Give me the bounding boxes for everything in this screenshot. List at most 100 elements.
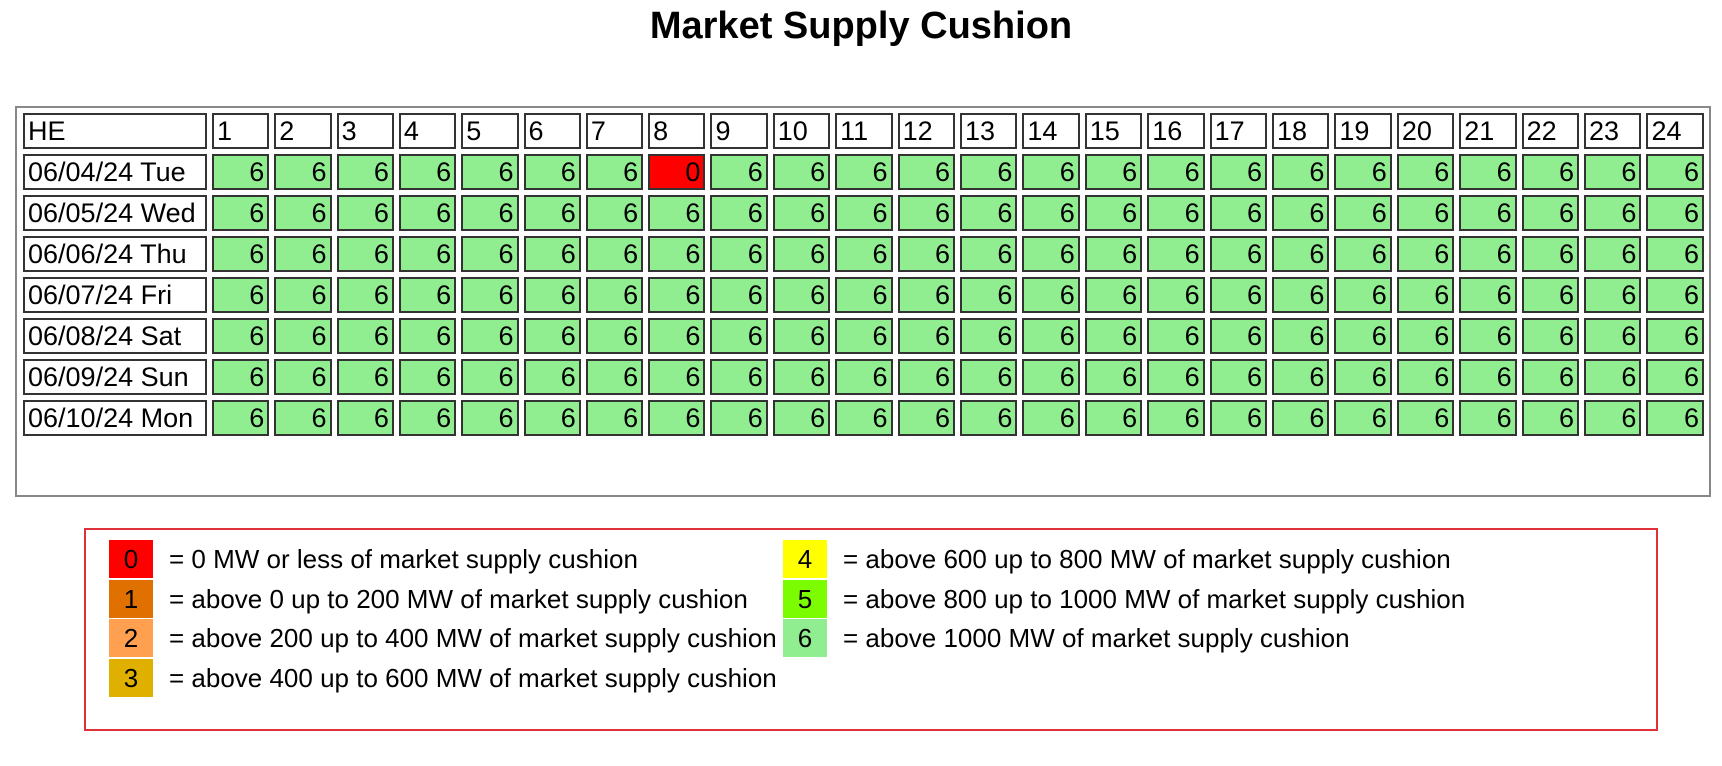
cushion-cell: 6 (274, 400, 332, 436)
table-row: 06/10/24 Mon 6 6 6 6 6 6 6 6 6 6 6 6 6 6 6 6 6 6 6 6 6 6 6 6 (23, 400, 1704, 436)
cushion-cell: 6 (274, 359, 332, 395)
hour-header: 14 (1022, 113, 1080, 149)
legend-text: = above 400 up to 600 MW of market suppl… (169, 662, 777, 693)
legend-swatch: 0 (109, 540, 153, 578)
cushion-grid: HE 1 2 3 4 5 6 7 8 9 10 11 12 13 14 15 16 17 18 19 20 21 22 23… (15, 106, 1711, 497)
cushion-cell: 6 (1459, 359, 1517, 395)
cushion-cell: 6 (1084, 154, 1143, 190)
legend-item: 2 = above 200 up to 400 MW of market supp… (109, 619, 777, 657)
cushion-cell: 6 (1334, 154, 1392, 190)
corner-header: HE (23, 113, 207, 149)
cushion-cell: 6 (523, 359, 581, 395)
cushion-cell: 6 (585, 195, 644, 231)
cushion-cell: 6 (585, 400, 644, 436)
hour-header: 12 (897, 113, 955, 149)
cushion-cell: 6 (398, 359, 457, 395)
cushion-cell: 6 (897, 236, 955, 272)
hour-header: 20 (1396, 113, 1455, 149)
cushion-cell: 6 (1084, 195, 1143, 231)
cushion-cell: 6 (1646, 400, 1704, 436)
cushion-cell: 6 (897, 318, 955, 354)
cushion-cell: 6 (585, 277, 644, 313)
cushion-cell: 6 (398, 195, 457, 231)
cushion-cell: 6 (336, 318, 394, 354)
cushion-cell: 6 (1272, 236, 1330, 272)
legend-item: 6 = above 1000 MW of market supply cushio… (783, 619, 1350, 657)
cushion-cell: 6 (1396, 236, 1455, 272)
table-row: 06/06/24 Thu 6 6 6 6 6 6 6 6 6 6 6 6 6 6 6 6 6 6 6 6 6 6 6 6 (23, 236, 1704, 272)
legend-item: 5 = above 800 up to 1000 MW of market sup… (783, 580, 1465, 618)
cushion-cell: 6 (959, 400, 1018, 436)
hour-header: 10 (772, 113, 831, 149)
table-row: 06/07/24 Fri 6 6 6 6 6 6 6 6 6 6 6 6 6 6 6 6 6 6 6 6 6 6 6 6 (23, 277, 1704, 313)
cushion-cell: 6 (461, 359, 519, 395)
cushion-cell: 6 (274, 277, 332, 313)
cushion-cell: 6 (897, 195, 955, 231)
cushion-cell: 6 (1646, 359, 1704, 395)
cushion-cell: 6 (897, 154, 955, 190)
hour-header: 24 (1646, 113, 1704, 149)
legend-text: = above 200 up to 400 MW of market suppl… (169, 622, 777, 653)
cushion-cell: 6 (523, 236, 581, 272)
cushion-cell: 6 (398, 318, 457, 354)
cushion-cell: 6 (772, 154, 831, 190)
hour-header: 3 (336, 113, 394, 149)
legend-swatch: 5 (783, 580, 827, 618)
legend-swatch: 6 (783, 619, 827, 657)
cushion-cell: 6 (1147, 318, 1205, 354)
cushion-cell: 6 (959, 277, 1018, 313)
cushion-cell: 6 (1459, 277, 1517, 313)
cushion-cell: 6 (772, 318, 831, 354)
cushion-cell: 6 (897, 277, 955, 313)
hour-header: 2 (274, 113, 332, 149)
cushion-cell: 6 (835, 236, 893, 272)
cushion-cell: 6 (336, 236, 394, 272)
hour-header: 15 (1084, 113, 1143, 149)
legend-swatch: 2 (109, 619, 153, 657)
cushion-cell: 6 (1521, 359, 1580, 395)
cushion-cell: 6 (336, 154, 394, 190)
cushion-cell: 6 (1459, 318, 1517, 354)
cushion-cell: 6 (648, 236, 706, 272)
cushion-cell: 6 (710, 318, 768, 354)
cushion-cell: 6 (835, 277, 893, 313)
cushion-cell: 6 (211, 277, 270, 313)
cushion-cell: 6 (211, 195, 270, 231)
cushion-cell: 6 (1209, 359, 1267, 395)
legend-swatch: 4 (783, 540, 827, 578)
cushion-cell: 6 (1584, 154, 1642, 190)
row-date-label: 06/07/24 Fri (23, 277, 207, 313)
cushion-cell: 6 (1459, 236, 1517, 272)
legend-item: 4 = above 600 up to 800 MW of market supp… (783, 540, 1451, 578)
cushion-cell: 6 (648, 359, 706, 395)
table-row: 06/09/24 Sun 6 6 6 6 6 6 6 6 6 6 6 6 6 6 6 6 6 6 6 6 6 6 6 6 (23, 359, 1704, 395)
cushion-cell: 6 (1521, 236, 1580, 272)
cushion-cell: 6 (1584, 277, 1642, 313)
cushion-cell: 6 (461, 318, 519, 354)
cushion-cell: 6 (959, 154, 1018, 190)
hour-header: 1 (211, 113, 270, 149)
cushion-cell: 6 (523, 400, 581, 436)
cushion-cell: 6 (710, 359, 768, 395)
legend-text: = above 1000 MW of market supply cushion (843, 622, 1350, 653)
cushion-cell: 6 (274, 195, 332, 231)
table-header-row: HE 1 2 3 4 5 6 7 8 9 10 11 12 13 14 15 16 17 18 19 20 21 22 23… (23, 113, 1704, 149)
cushion-cell: 6 (1147, 195, 1205, 231)
cushion-cell: 6 (897, 359, 955, 395)
cushion-cell: 6 (1084, 318, 1143, 354)
cushion-cell: 6 (1334, 195, 1392, 231)
cushion-cell: 6 (1584, 195, 1642, 231)
legend-text: = above 0 up to 200 MW of market supply … (169, 583, 748, 614)
hour-header: 9 (710, 113, 768, 149)
cushion-cell: 6 (1147, 359, 1205, 395)
cushion-cell: 6 (1272, 195, 1330, 231)
hour-header: 7 (585, 113, 644, 149)
cushion-cell: 6 (959, 236, 1018, 272)
cushion-cell: 6 (1084, 400, 1143, 436)
cushion-cell: 6 (523, 318, 581, 354)
cushion-cell: 6 (710, 277, 768, 313)
legend-item: 3 = above 400 up to 600 MW of market supp… (109, 659, 777, 697)
hour-header: 4 (398, 113, 457, 149)
hour-header: 5 (461, 113, 519, 149)
cushion-cell: 6 (1272, 154, 1330, 190)
